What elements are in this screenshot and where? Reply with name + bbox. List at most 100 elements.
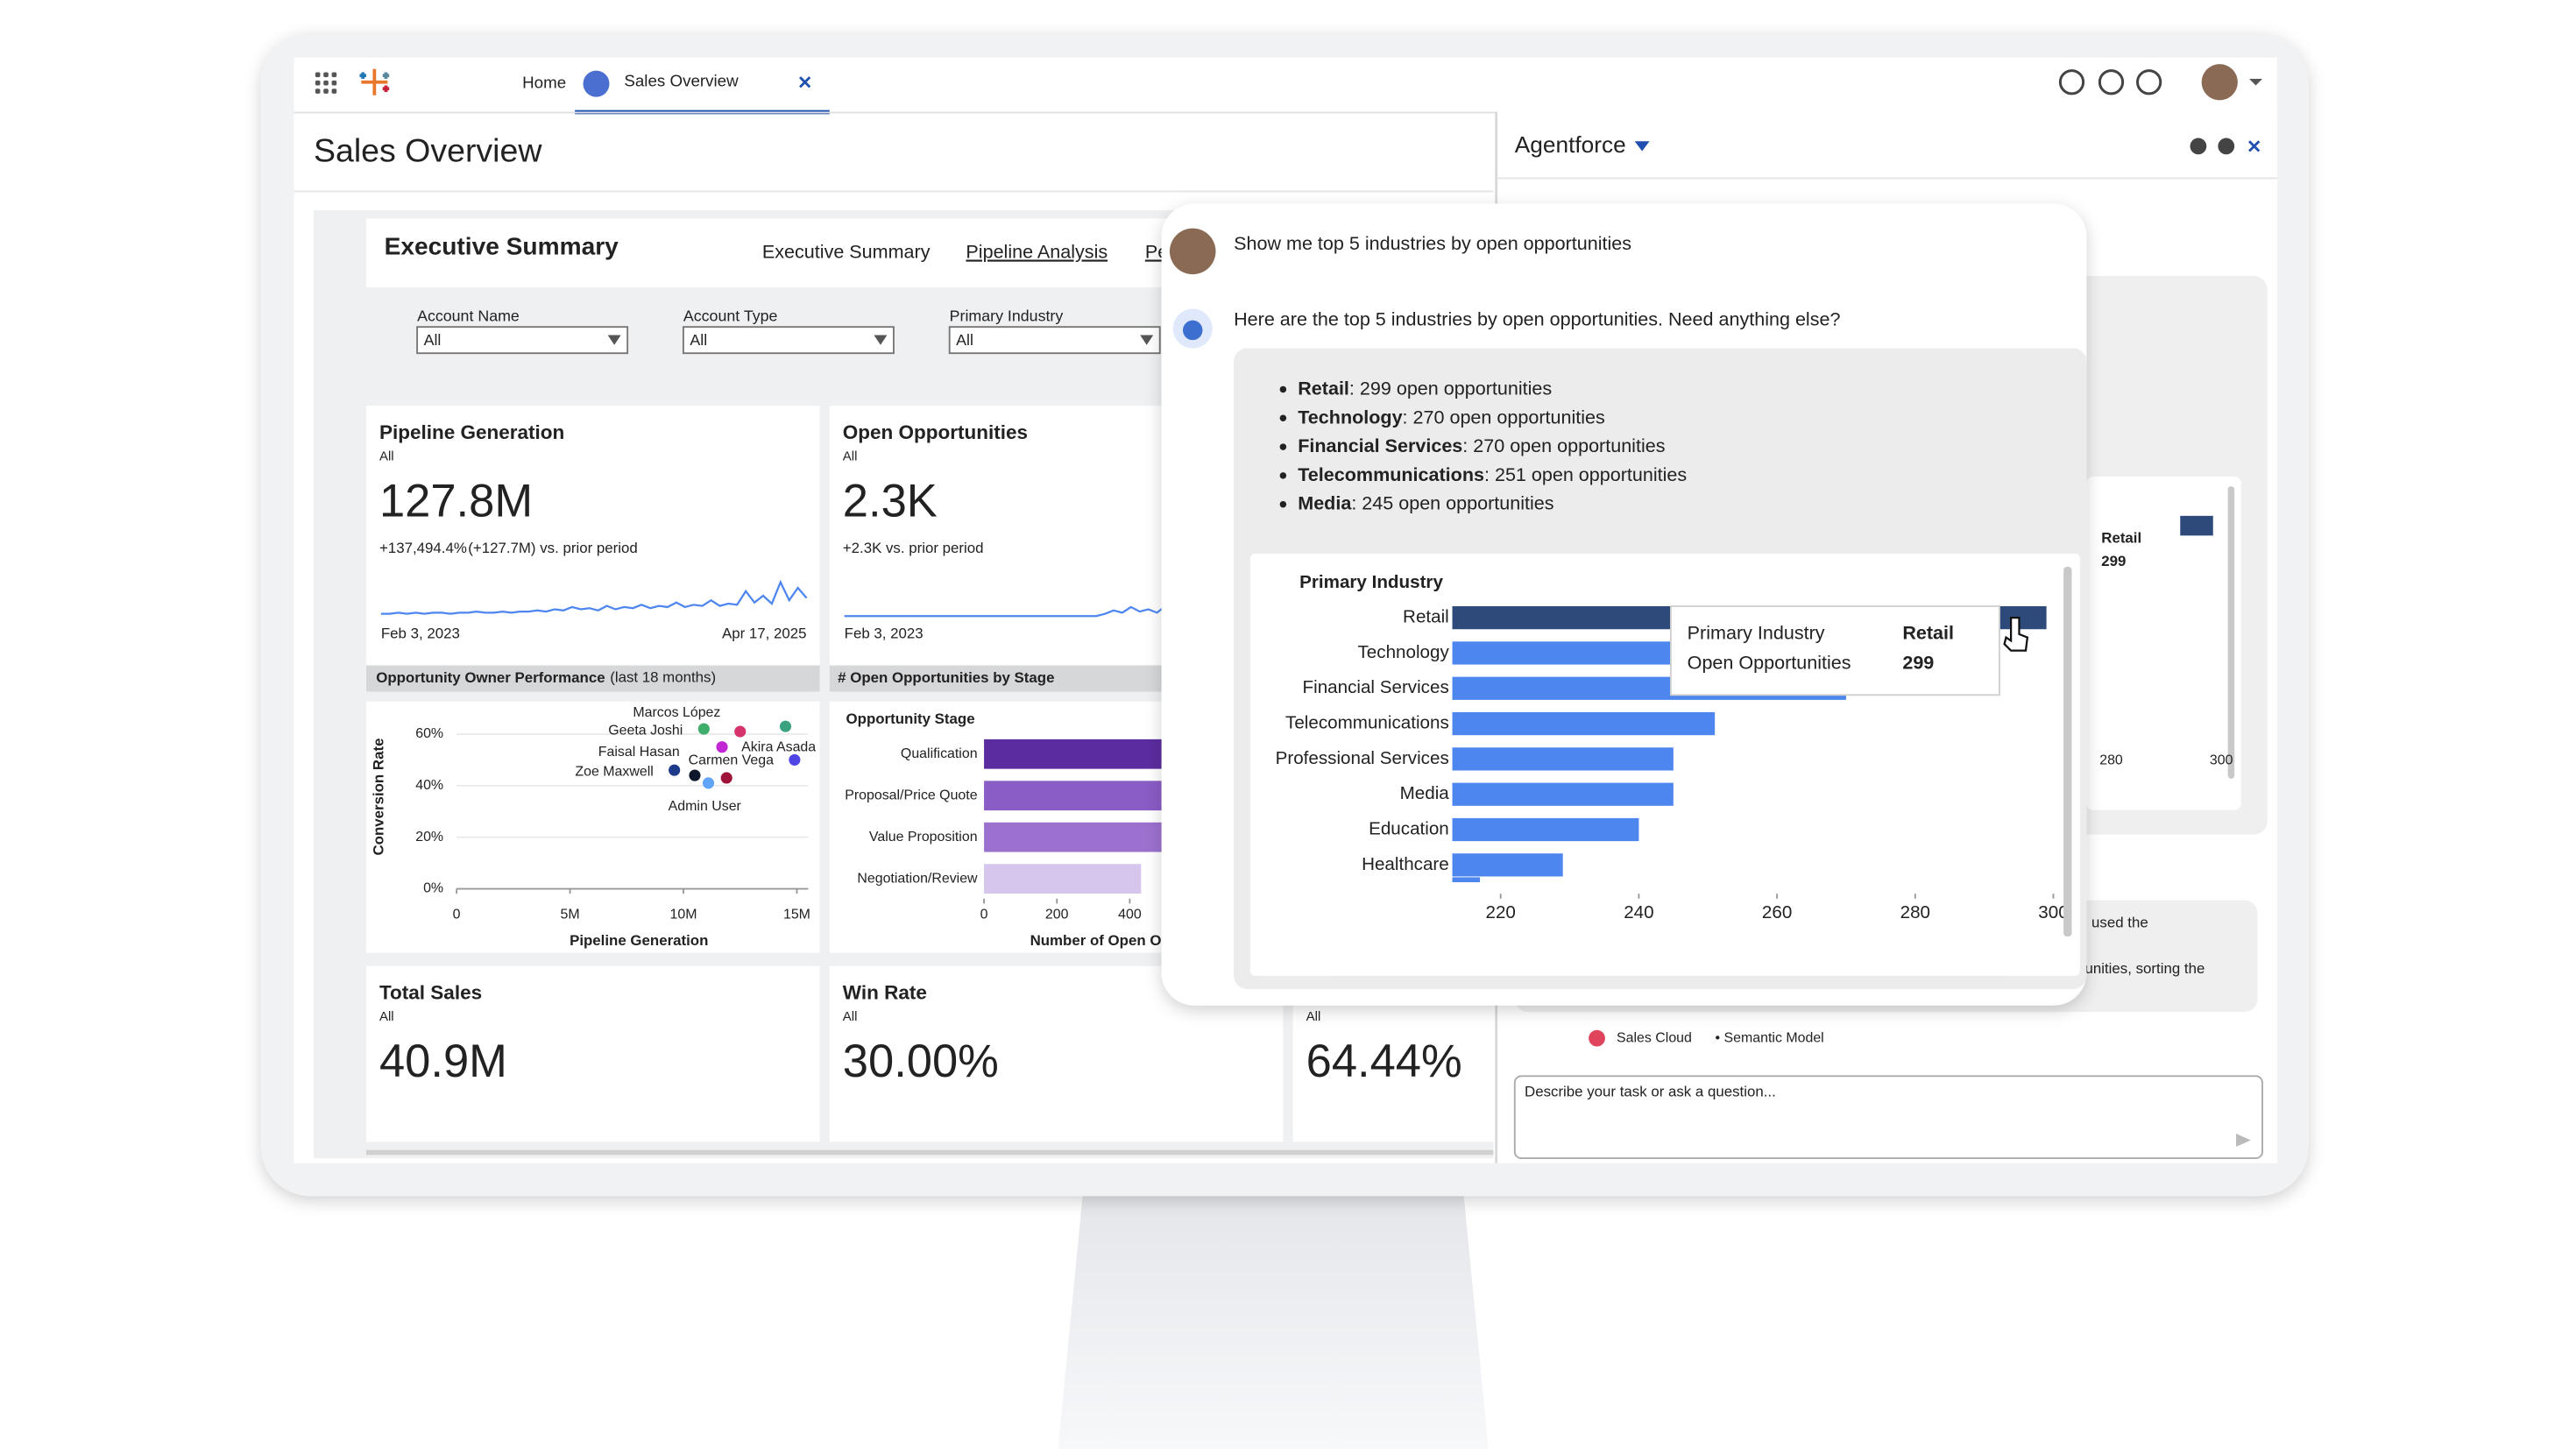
filter-label: Account Type xyxy=(683,307,778,325)
bullet-item: Media: 245 open opportunities xyxy=(1298,491,1553,513)
stage-label: Negotiation/Review xyxy=(857,871,978,886)
user-avatar[interactable] xyxy=(2201,64,2238,101)
category-label: Retail xyxy=(1403,607,1449,627)
scroll-track xyxy=(365,1149,1494,1156)
kpi-value: 2.3K xyxy=(843,476,938,527)
bullet-text: : 251 open opportunities xyxy=(1484,463,1687,485)
category-label: Education xyxy=(1369,818,1449,838)
stage-x-label: Number of Open Op xyxy=(1030,932,1171,949)
app-grid-dot xyxy=(315,72,321,78)
x-tick-label: 15M xyxy=(783,908,810,922)
x-tick-label: 10M xyxy=(670,908,697,922)
dropdown-caret xyxy=(1140,335,1154,345)
bullet-dot xyxy=(1279,472,1287,479)
source-link[interactable]: Sales Cloud xyxy=(1617,1030,1692,1045)
bullet-text: : 270 open opportunities xyxy=(1462,435,1665,456)
agent-title[interactable]: Agentforce xyxy=(1515,131,1626,158)
category-label: Media xyxy=(1400,783,1450,803)
dropdown-caret xyxy=(874,335,888,345)
x-axis-label: Pipeline Generation xyxy=(570,932,708,949)
user-avatar xyxy=(1169,228,1216,275)
bullet-item: Financial Services: 270 open opportuniti… xyxy=(1298,435,1665,456)
x-tick-label: 260 xyxy=(1762,902,1792,922)
category-label: Financial Services xyxy=(1303,677,1449,697)
panel-close[interactable] xyxy=(2248,140,2261,152)
tooltip xyxy=(1670,605,2000,696)
chart-title: Primary Industry xyxy=(1299,572,1443,592)
y-tick-label: 20% xyxy=(415,830,443,845)
stage-bar xyxy=(984,781,1188,811)
app-grid-dot xyxy=(315,80,321,86)
scatter-point xyxy=(720,772,732,784)
point-label: Faisal Hasan xyxy=(598,745,680,760)
stage-chart-title: # Open Opportunities by Stage xyxy=(838,669,1054,686)
filter-value[interactable]: All xyxy=(424,331,442,349)
x-tick-label: 200 xyxy=(1045,908,1069,922)
tab-home[interactable]: Home xyxy=(522,74,566,92)
kpi-card xyxy=(365,406,820,666)
kpi-subtitle: All xyxy=(379,449,394,463)
stage-axis-title: Opportunity Stage xyxy=(846,710,975,727)
bar xyxy=(1452,877,1481,883)
fragment-scroll xyxy=(2227,486,2235,779)
header-icon[interactable] xyxy=(2136,69,2162,95)
point-label: Geeta Joshi xyxy=(608,724,683,739)
point-label: Admin User xyxy=(669,799,742,814)
app-grid-dot xyxy=(315,88,321,94)
tab-sales-overview[interactable]: Sales Overview xyxy=(624,72,739,90)
tab-close[interactable] xyxy=(799,76,811,88)
kpi-value: 127.8M xyxy=(379,476,533,527)
kpi-change-note: (+127.7M) vs. prior period xyxy=(468,540,637,556)
page-title: Sales Overview xyxy=(314,131,542,168)
bar xyxy=(1452,782,1674,806)
filter-dropdown xyxy=(682,326,895,355)
app-grid-dot xyxy=(323,88,329,94)
y-axis-label: Conversion Rate xyxy=(370,739,386,856)
filter-value[interactable]: All xyxy=(690,331,707,349)
scatter-point xyxy=(734,725,747,738)
filter-label: Primary Industry xyxy=(950,307,1064,325)
kpi-subtitle: All xyxy=(843,449,858,463)
filter-value[interactable]: All xyxy=(956,331,973,349)
x-tick-label: 300 xyxy=(2038,902,2068,922)
panel-icon[interactable] xyxy=(2218,138,2235,155)
header-icon[interactable] xyxy=(2058,69,2085,95)
scatter-title: Opportunity Owner Performance (last 18 mo… xyxy=(376,669,716,686)
app-grid-dot xyxy=(331,80,337,86)
filter-dropdown xyxy=(416,326,629,355)
scatter-point xyxy=(779,720,792,732)
fragment-tick: 280 xyxy=(2099,753,2123,767)
kpi-title: Open Opportunities xyxy=(843,421,1028,443)
bullet-dot xyxy=(1279,443,1287,450)
kpi-subtitle: All xyxy=(1306,1009,1321,1024)
scatter-point xyxy=(689,769,701,781)
app-grid-dot xyxy=(331,88,337,94)
section-header xyxy=(365,665,820,692)
point-label: Zoe Maxwell xyxy=(575,765,653,780)
panel-icon[interactable] xyxy=(2190,138,2207,155)
filter-dropdown xyxy=(948,326,1161,355)
filter-label: Account Name xyxy=(417,307,520,325)
header-icon[interactable] xyxy=(2098,69,2125,95)
dashboard-nav[interactable]: Pipeline Analysis xyxy=(966,240,1108,262)
sparkline-end: Apr 17, 2025 xyxy=(722,625,807,641)
scatter-point xyxy=(789,753,801,766)
input-placeholder[interactable]: Describe your task or ask a question... xyxy=(1525,1084,1776,1100)
avatar-caret xyxy=(2249,79,2263,86)
y-tick-label: 60% xyxy=(415,726,443,741)
category-label: Telecommunications xyxy=(1285,713,1449,733)
bullet-text: : 270 open opportunities xyxy=(1403,406,1605,428)
bar xyxy=(1452,747,1674,771)
kpi-card xyxy=(365,965,820,1142)
bullet-name: Retail xyxy=(1298,377,1349,399)
point-label: Marcos López xyxy=(633,705,720,720)
monitor-stand xyxy=(1058,1196,1489,1449)
note-line: used the xyxy=(2091,914,2148,930)
chart-scrollbar xyxy=(2063,566,2072,937)
panel-divider xyxy=(1497,177,2277,180)
bullet-name: Media xyxy=(1298,491,1352,513)
scatter-card xyxy=(365,701,820,953)
x-tick-label: 280 xyxy=(1900,902,1930,922)
dashboard-nav[interactable]: Executive Summary xyxy=(762,240,931,262)
